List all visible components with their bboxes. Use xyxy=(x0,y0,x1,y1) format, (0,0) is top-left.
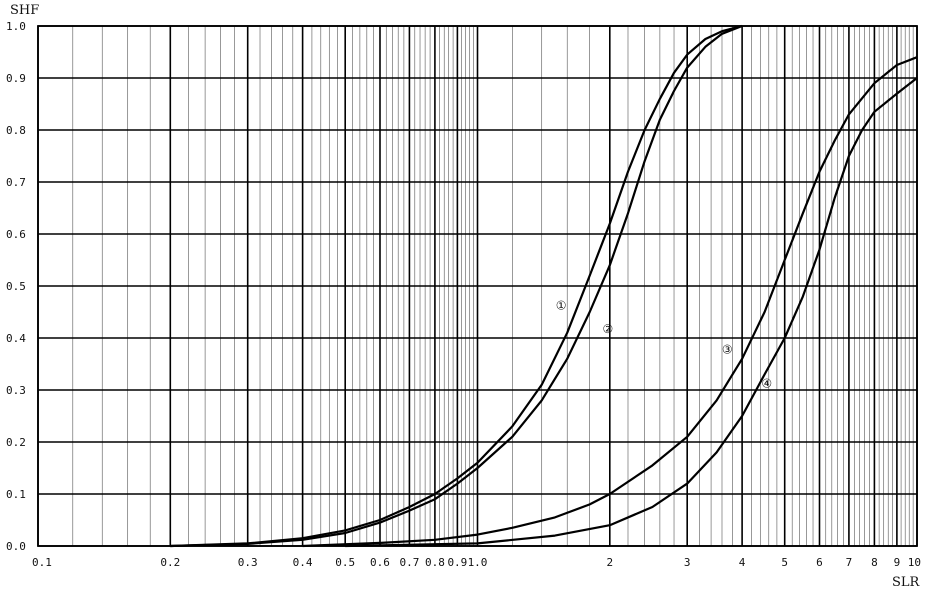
x-tick-label: 4 xyxy=(739,556,746,569)
curves xyxy=(170,24,918,548)
y-tick-label: 0.0 xyxy=(6,540,26,553)
plot-border xyxy=(37,25,918,547)
curve-2 xyxy=(170,24,743,548)
x-tick-label: 7 xyxy=(846,556,853,569)
curve-labels: ① ② ③ ④ xyxy=(556,298,772,390)
y-tick-labels: 0.0 0.1 0.2 0.3 0.4 0.5 0.6 0.7 0.8 0.9 1.0 xyxy=(6,20,26,553)
x-tick-label: 0.3 xyxy=(238,556,258,569)
x-tick-label: 0.2 xyxy=(160,556,180,569)
curve-label-3: ③ xyxy=(722,343,733,357)
x-tick-label: 0.4 xyxy=(293,556,313,569)
y-tick-label: 0.6 xyxy=(6,228,26,241)
curve-label-4: ④ xyxy=(761,376,772,390)
curve-4 xyxy=(345,77,918,548)
x-tick-label: 0.9 xyxy=(447,556,467,569)
x-tick-label: 10 xyxy=(908,556,921,569)
y-tick-label: 0.7 xyxy=(6,176,26,189)
x-tick-label: 1.0 xyxy=(468,556,488,569)
y-tick-label: 0.1 xyxy=(6,488,26,501)
y-tick-label: 0.2 xyxy=(6,436,26,449)
x-axis-title: SLR xyxy=(892,575,921,590)
x-tick-label: 5 xyxy=(781,556,788,569)
x-tick-label: 8 xyxy=(871,556,878,569)
y-tick-label: 1.0 xyxy=(6,20,26,33)
curve-label-1: ① xyxy=(556,298,567,312)
x-tick-label: 0.7 xyxy=(399,556,419,569)
y-axis-title: SHF xyxy=(10,3,39,18)
plot-frame xyxy=(37,25,918,547)
x-tick-label: 0.6 xyxy=(370,556,390,569)
x-tick-labels: 0.1 0.2 0.3 0.4 0.5 0.6 0.7 0.8 0.9 1.0 2 3 4 5 6 7 8 9 10 xyxy=(32,556,921,569)
x-tick-label: 0.8 xyxy=(425,556,445,569)
curve-label-2: ② xyxy=(603,322,614,336)
x-tick-label: 0.1 xyxy=(32,556,52,569)
curve-1 xyxy=(170,24,743,548)
x-tick-label: 0.5 xyxy=(335,556,355,569)
y-tick-label: 0.4 xyxy=(6,332,26,345)
x-tick-label: 6 xyxy=(816,556,823,569)
y-tick-label: 0.8 xyxy=(6,124,26,137)
y-tick-label: 0.5 xyxy=(6,280,26,293)
y-tick-label: 0.9 xyxy=(6,72,26,85)
x-tick-label: 2 xyxy=(606,556,613,569)
y-tick-label: 0.3 xyxy=(6,384,26,397)
x-tick-label: 3 xyxy=(684,556,691,569)
curve-3 xyxy=(302,56,918,548)
x-tick-label: 9 xyxy=(894,556,901,569)
